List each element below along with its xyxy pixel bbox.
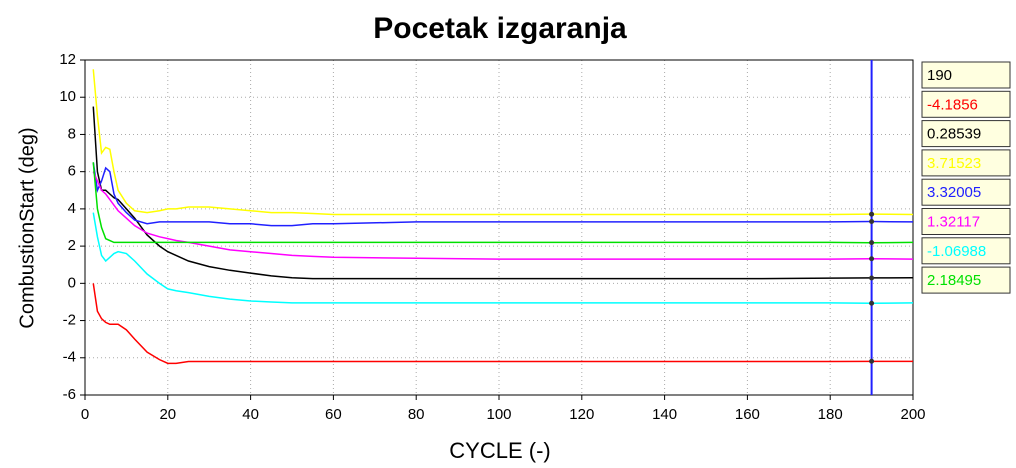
- readout-value: -4.1856: [927, 96, 978, 113]
- cursor-dot: [869, 300, 875, 306]
- readout-value: 1.32117: [927, 213, 980, 230]
- cursor-dot: [869, 358, 875, 364]
- chart-title: Pocetak izgaranja: [373, 12, 627, 45]
- series-line: [92, 283, 913, 365]
- y-tick-label: 8: [68, 125, 76, 142]
- readout-value: 190: [927, 67, 952, 84]
- series-line: [92, 162, 914, 227]
- series-line: [92, 171, 914, 260]
- readout-value: 0.28539: [927, 126, 981, 143]
- readout-box: [921, 266, 1011, 294]
- plot-area: [85, 60, 913, 395]
- x-tick-label: 0: [81, 406, 89, 423]
- y-tick-label: 12: [59, 51, 76, 68]
- readout-box: [921, 120, 1011, 148]
- y-tick-label: 10: [59, 88, 76, 105]
- y-tick-label: -6: [63, 386, 76, 403]
- x-axis-label: CYCLE (-): [449, 438, 550, 463]
- x-tick-label: 120: [569, 406, 594, 423]
- y-axis-label: CombustionStart (deg): [16, 127, 38, 328]
- x-tick-label: 140: [652, 406, 677, 423]
- y-tick-label: 4: [68, 200, 76, 217]
- readout-value: 3.32005: [927, 184, 981, 201]
- y-tick-label: 6: [68, 163, 76, 180]
- readout-box: [921, 90, 1011, 118]
- series-line: [92, 212, 914, 304]
- readout-box: [921, 178, 1011, 206]
- x-tick-label: 180: [818, 406, 843, 423]
- cursor-dot: [869, 240, 875, 246]
- x-tick-label: 160: [735, 406, 760, 423]
- cursor-dot: [869, 256, 875, 262]
- readout-box: [921, 237, 1011, 265]
- y-tick-label: 2: [68, 237, 76, 254]
- readout-value: 2.18495: [927, 272, 981, 289]
- readout-box: [921, 61, 1011, 89]
- cursor-dot: [869, 275, 875, 281]
- series-line: [92, 69, 914, 216]
- series-line: [92, 162, 914, 244]
- x-tick-label: 20: [159, 406, 176, 423]
- x-tick-label: 80: [408, 406, 425, 423]
- x-tick-label: 40: [242, 406, 259, 423]
- cursor-dot: [869, 211, 875, 217]
- readout-box: [921, 149, 1011, 177]
- plot-frame: [84, 59, 914, 396]
- cursor-dot: [869, 219, 875, 225]
- y-tick-label: -4: [63, 349, 76, 366]
- series-line: [92, 106, 914, 280]
- x-tick-label: 60: [325, 406, 342, 423]
- readout-value: 3.71523: [927, 155, 981, 172]
- y-tick-label: -2: [63, 312, 76, 329]
- y-tick-label: 0: [68, 274, 76, 291]
- x-tick-label: 200: [900, 406, 925, 423]
- readout-box: [921, 208, 1011, 235]
- x-tick-label: 100: [486, 406, 511, 423]
- readout-value: -1.06988: [927, 243, 986, 260]
